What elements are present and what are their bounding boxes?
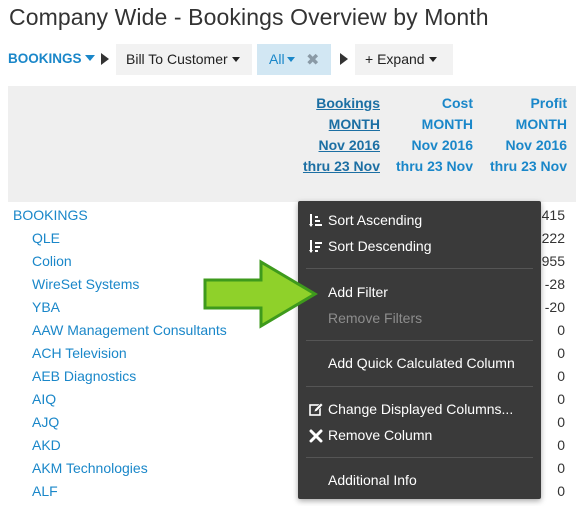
row-label[interactable]: AEB Diagnostics [32, 368, 137, 384]
row-value: 415 [541, 207, 565, 223]
menu-item-label: Sort Ascending [328, 212, 423, 228]
clear-filter-icon[interactable]: ✖ [306, 52, 320, 69]
column-header-line: Nov 2016 [318, 137, 380, 153]
row-label[interactable]: QLE [32, 230, 61, 246]
bookings-dropdown-label: BOOKINGS [8, 51, 82, 66]
row-label[interactable]: YBA [32, 299, 61, 315]
row-value: 955 [541, 253, 565, 269]
menu-item-label: Additional Info [328, 472, 417, 488]
highlight-arrow-icon [203, 259, 318, 329]
column-header-line: Profit [530, 95, 567, 111]
menu-item-add-filter[interactable]: Add Filter [298, 281, 541, 305]
column-header-line: Cost [441, 95, 473, 111]
table-row: AKD 0 [0, 434, 576, 457]
row-label[interactable]: AKD [32, 437, 61, 453]
column-header-line: MONTH [328, 116, 380, 132]
page-title: Company Wide - Bookings Overview by Mont… [9, 4, 489, 30]
table-row: ALF 0 [0, 480, 576, 503]
sort-ascending-icon [309, 214, 322, 227]
menu-item-label: Remove Column [328, 427, 433, 443]
table-row-total: BOOKINGS 415 [0, 204, 576, 227]
menu-divider [306, 268, 533, 269]
row-label[interactable]: AIQ [32, 391, 57, 407]
menu-item-remove-filters: Remove Filters [298, 307, 541, 331]
close-icon [309, 429, 323, 443]
caret-down-icon [286, 57, 295, 62]
table-row: AJQ 0 [0, 411, 576, 434]
menu-item-label: Remove Filters [328, 310, 423, 326]
table-row: Colion 955 [0, 250, 576, 273]
menu-item-sort-descending[interactable]: Sort Descending [298, 235, 541, 259]
row-label[interactable]: BOOKINGS [13, 207, 88, 223]
row-value: 0 [557, 460, 565, 476]
menu-item-label: Sort Descending [328, 238, 432, 254]
data-table: BOOKINGS 415 QLE 222 Colion 955 WireSet … [0, 204, 576, 503]
column-header-band [8, 86, 576, 202]
table-row: AIQ 0 [0, 388, 576, 411]
column-header-line: MONTH [421, 116, 473, 132]
column-header-line: Bookings [316, 95, 380, 111]
expand-dropdown[interactable]: + Expand [355, 44, 453, 75]
toolbar: BOOKINGS Bill To Customer All ✖ + Expand [0, 44, 576, 75]
column-header-bookings[interactable]: Bookings MONTH Nov 2016 thru 23 Nov [303, 93, 380, 177]
column-header-line: thru 23 Nov [395, 158, 473, 174]
table-row: AAW Management Consultants 0 [0, 319, 576, 342]
row-value: -28 [544, 276, 565, 292]
column-header-line: thru 23 Nov [489, 158, 567, 174]
row-label[interactable]: Colion [32, 253, 72, 269]
column-header-cost[interactable]: Cost MONTH Nov 2016 thru 23 Nov [396, 93, 473, 177]
table-row: AEB Diagnostics 0 [0, 365, 576, 388]
row-value: 0 [557, 391, 565, 407]
row-label[interactable]: AAW Management Consultants [32, 322, 227, 338]
menu-item-label: Add Quick Calculated Column [328, 355, 515, 371]
row-label[interactable]: ALF [32, 483, 58, 499]
menu-item-label: Add Filter [328, 284, 388, 300]
edit-icon [309, 402, 323, 416]
menu-divider [306, 386, 533, 387]
menu-item-label: Change Displayed Columns... [328, 401, 514, 417]
menu-divider [306, 457, 533, 458]
table-row: AKM Technologies 0 [0, 457, 576, 480]
arrow-right-icon [101, 53, 109, 65]
row-value: 0 [557, 437, 565, 453]
row-label[interactable]: WireSet Systems [32, 276, 140, 292]
all-filter-dropdown[interactable]: All ✖ [257, 44, 331, 75]
menu-item-change-displayed-columns[interactable]: Change Displayed Columns... [298, 398, 541, 422]
row-label[interactable]: ACH Television [32, 345, 127, 361]
menu-divider [306, 340, 533, 341]
sort-descending-icon [309, 240, 322, 253]
column-header-line: Nov 2016 [505, 137, 567, 153]
row-value: 0 [557, 345, 565, 361]
bill-to-customer-label: Bill To Customer [126, 51, 228, 67]
menu-item-sort-ascending[interactable]: Sort Ascending [298, 209, 541, 233]
all-filter-label: All [269, 51, 285, 67]
column-header-line: Nov 2016 [411, 137, 473, 153]
column-header-line: thru 23 Nov [302, 158, 380, 174]
bookings-dropdown[interactable]: BOOKINGS [8, 51, 95, 66]
table-row: WireSet Systems -28 [0, 273, 576, 296]
bill-to-customer-dropdown[interactable]: Bill To Customer [116, 44, 252, 75]
menu-item-remove-column[interactable]: Remove Column [298, 424, 541, 448]
row-label[interactable]: AKM Technologies [32, 460, 148, 476]
expand-label: + Expand [365, 51, 425, 67]
row-value: -20 [544, 299, 565, 315]
row-value: 0 [557, 414, 565, 430]
column-header-profit[interactable]: Profit MONTH Nov 2016 thru 23 Nov [490, 93, 567, 177]
row-value: 0 [557, 368, 565, 384]
row-value: 222 [541, 230, 565, 246]
row-value: 0 [557, 483, 565, 499]
menu-item-additional-info[interactable]: Additional Info [298, 469, 541, 493]
caret-down-icon [84, 55, 95, 61]
menu-item-add-quick-calculated-column[interactable]: Add Quick Calculated Column [298, 352, 541, 376]
caret-down-icon [428, 57, 437, 62]
table-row: QLE 222 [0, 227, 576, 250]
caret-down-icon [231, 57, 240, 62]
row-value: 0 [557, 322, 565, 338]
column-header-line: MONTH [515, 116, 567, 132]
row-label[interactable]: AJQ [32, 414, 60, 430]
column-context-menu: Sort Ascending Sort Descending Add Filte… [298, 201, 541, 499]
table-row: ACH Television 0 [0, 342, 576, 365]
arrow-right-icon [340, 53, 348, 65]
table-row: YBA -20 [0, 296, 576, 319]
